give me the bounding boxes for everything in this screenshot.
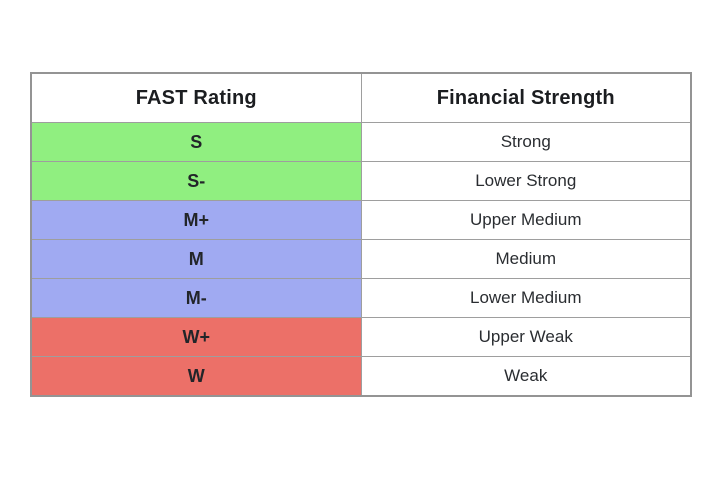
fast-rating-table: FAST Rating Financial Strength S Strong … (30, 72, 692, 397)
table-row-m: M Medium (30, 239, 692, 279)
table-row-w: W Weak (30, 356, 692, 397)
strength-cell-medium: Medium (360, 239, 692, 279)
strength-cell-upper-weak: Upper Weak (360, 317, 692, 357)
column-header-financial-strength: Financial Strength (360, 72, 692, 123)
table-row-s: S Strong (30, 122, 692, 162)
table-header-row: FAST Rating Financial Strength (30, 72, 692, 123)
rating-cell-s: S (30, 122, 362, 162)
rating-cell-w: W (30, 356, 362, 397)
table-row-m-plus: M+ Upper Medium (30, 200, 692, 240)
strength-cell-strong: Strong (360, 122, 692, 162)
rating-cell-m: M (30, 239, 362, 279)
strength-cell-lower-medium: Lower Medium (360, 278, 692, 318)
table-row-m-minus: M- Lower Medium (30, 278, 692, 318)
rating-cell-m-plus: M+ (30, 200, 362, 240)
rating-cell-w-plus: W+ (30, 317, 362, 357)
column-header-fast-rating: FAST Rating (30, 72, 362, 123)
rating-cell-s-minus: S- (30, 161, 362, 201)
strength-cell-lower-strong: Lower Strong (360, 161, 692, 201)
table-row-w-plus: W+ Upper Weak (30, 317, 692, 357)
table-row-s-minus: S- Lower Strong (30, 161, 692, 201)
strength-cell-upper-medium: Upper Medium (360, 200, 692, 240)
rating-cell-m-minus: M- (30, 278, 362, 318)
strength-cell-weak: Weak (360, 356, 692, 397)
